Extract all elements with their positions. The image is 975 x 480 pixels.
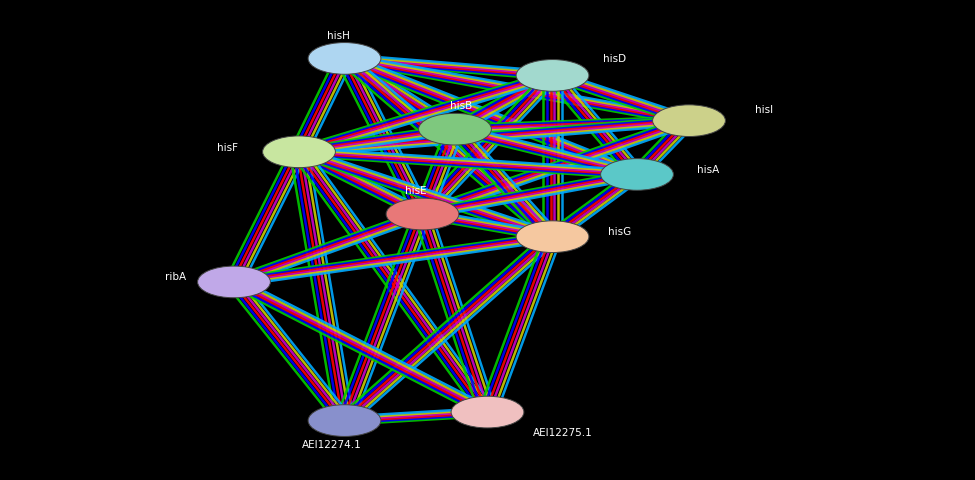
Circle shape [418, 114, 491, 146]
Circle shape [601, 159, 674, 191]
Text: AEI12274.1: AEI12274.1 [301, 439, 362, 449]
Circle shape [308, 405, 381, 436]
Circle shape [308, 44, 381, 75]
Text: ribA: ribA [165, 272, 186, 282]
Circle shape [652, 106, 725, 137]
Text: hisH: hisH [327, 31, 349, 41]
Circle shape [198, 266, 270, 298]
Text: hisG: hisG [608, 227, 632, 237]
Text: hisF: hisF [217, 143, 238, 153]
Text: hisB: hisB [450, 101, 473, 111]
Text: hisD: hisD [604, 54, 627, 64]
Circle shape [386, 199, 459, 230]
Text: hisA: hisA [697, 165, 720, 174]
Circle shape [516, 221, 589, 253]
Circle shape [451, 396, 524, 428]
Text: hisI: hisI [756, 105, 773, 115]
Text: AEI12275.1: AEI12275.1 [533, 427, 593, 437]
Circle shape [262, 137, 335, 168]
Text: hisE: hisE [406, 186, 427, 196]
Circle shape [516, 60, 589, 92]
